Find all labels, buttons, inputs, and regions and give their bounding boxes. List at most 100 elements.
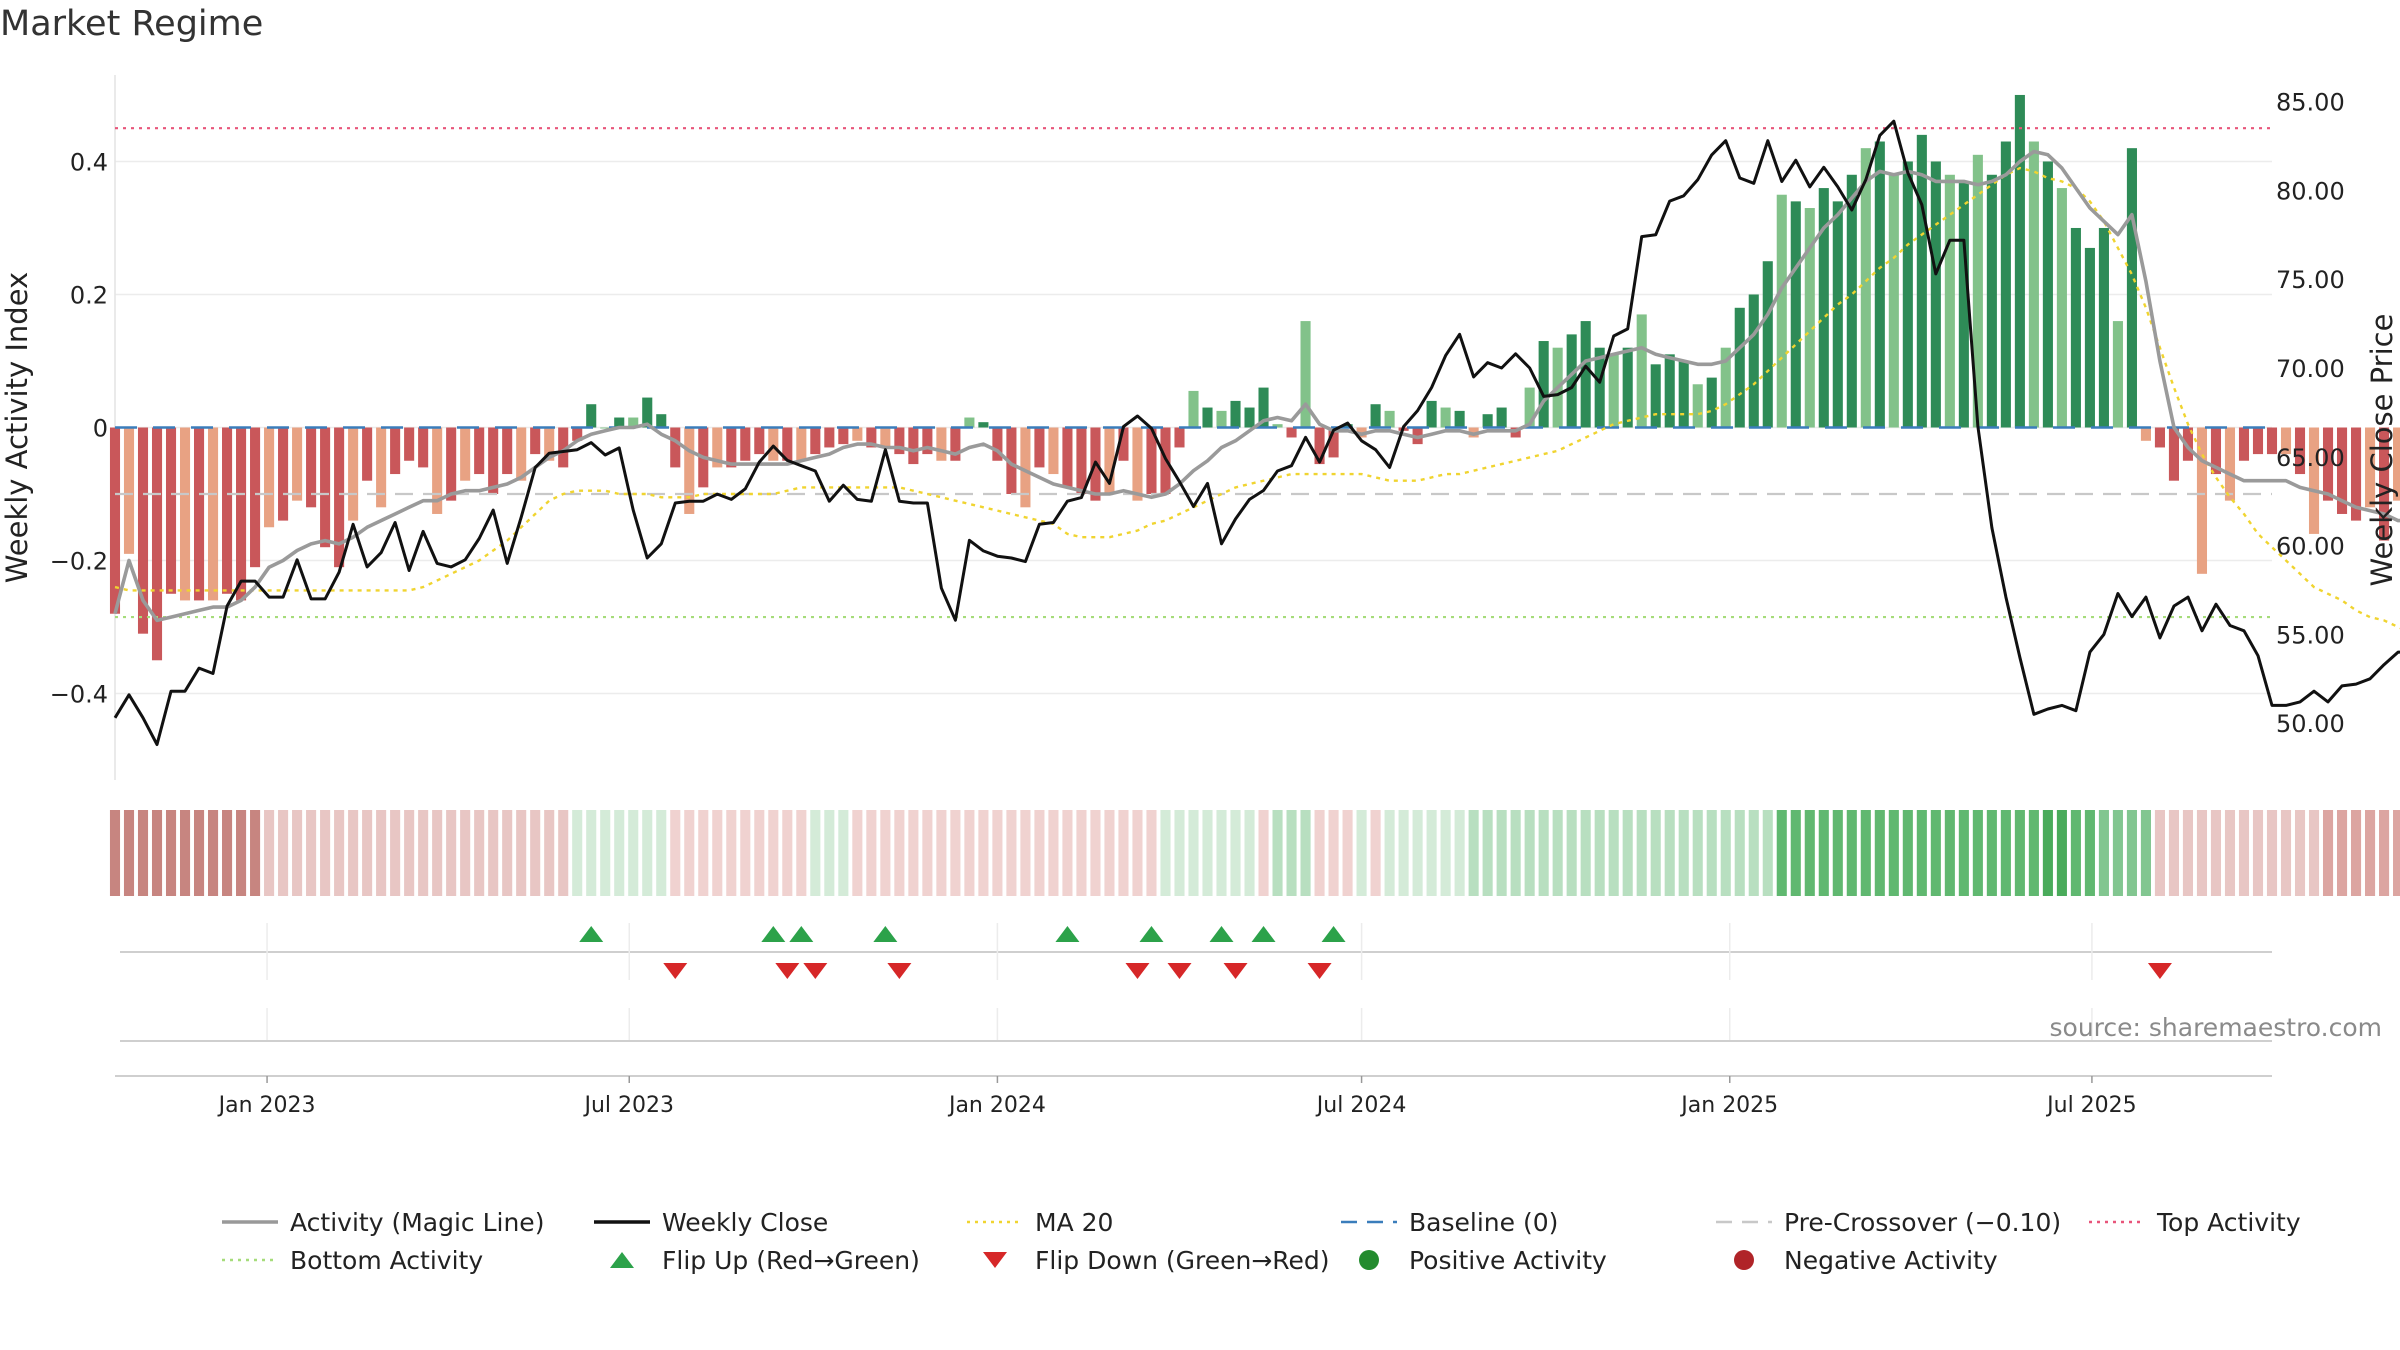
regime-strip-cell (1286, 810, 1297, 896)
regime-strip-cell (1594, 810, 1605, 896)
regime-strip-cell (824, 810, 835, 896)
regime-strip-cell (306, 810, 317, 896)
legend-item-bottom: Bottom Activity (218, 1243, 483, 1277)
activity-bar (1440, 407, 1451, 428)
legend-item-top: Top Activity (2085, 1205, 2301, 1239)
flip-down-marker (803, 963, 828, 979)
regime-strip-cell (2280, 810, 2292, 896)
activity-bar (614, 417, 625, 428)
activity-bar (670, 427, 681, 468)
left-tick-label: −0.4 (50, 681, 108, 709)
activity-bar (2238, 427, 2250, 461)
regime-strip-cell (348, 810, 359, 896)
legend-label: Baseline (0) (1409, 1207, 1559, 1237)
regime-strip-cell (1342, 810, 1353, 896)
flip-up-marker (789, 926, 814, 942)
weekly-close-line (113, 119, 2400, 746)
activity-bar (1664, 354, 1675, 428)
x-tick-label: Jan 2025 (1679, 1093, 1778, 1118)
activity-bar (1580, 321, 1591, 428)
regime-strip-cell (1314, 810, 1325, 896)
activity-bar (1776, 194, 1787, 428)
activity-bar (474, 427, 485, 475)
activity-bar (1622, 347, 1633, 428)
flip-down-marker (887, 963, 912, 979)
regime-strip-cell (1174, 810, 1185, 896)
regime-strip-cell (1244, 810, 1255, 896)
activity-bar (446, 427, 457, 501)
right-tick-label: 75.00 (2276, 266, 2345, 294)
activity-bar (1104, 427, 1115, 495)
activity-bar (1524, 387, 1535, 428)
regime-strip-cell (1860, 810, 1871, 896)
regime-strip-cell (2224, 810, 2236, 896)
activity-bar (1370, 404, 1381, 428)
regime-strip-cell (726, 810, 737, 896)
activity-bar (1034, 427, 1045, 468)
activity-bar (1944, 174, 1955, 428)
legend-symbol-top (2089, 1220, 2145, 1224)
regime-strip-cell (1076, 810, 1087, 896)
regime-strip-cell (2056, 810, 2067, 896)
activity-bar (838, 427, 849, 445)
activity-bar (236, 427, 247, 601)
legend-item-close: Weekly Close (590, 1205, 828, 1239)
flip-up-marker (579, 926, 604, 942)
regime-strip-cell (1146, 810, 1157, 896)
regime-strip-cell (1692, 810, 1703, 896)
legend-item-flipup: Flip Up (Red→Green) (590, 1243, 920, 1277)
activity-bar (2393, 427, 2400, 501)
regime-strip-cell (1888, 810, 1899, 896)
activity-bar (278, 427, 289, 521)
activity-bar (306, 427, 317, 508)
regime-strip-cell (2126, 810, 2137, 896)
activity-bar (530, 427, 541, 455)
activity-bar (1902, 161, 1913, 428)
activity-bar (656, 414, 667, 428)
activity-bar (2168, 427, 2179, 481)
regime-strip-cell (880, 810, 891, 896)
regime-strip-cell (2336, 810, 2348, 896)
activity-bar (2379, 427, 2390, 541)
regime-strip-cell (1020, 810, 1031, 896)
regime-strip-cell (474, 810, 485, 896)
activity-bar (2098, 227, 2109, 428)
regime-strip-cell (446, 810, 457, 896)
activity-bar (109, 427, 121, 614)
activity-bar (1328, 427, 1339, 458)
activity-bar (586, 404, 597, 428)
regime-strip-cell (684, 810, 695, 896)
activity-bar (1426, 400, 1437, 428)
regime-strip-cell (1272, 810, 1283, 896)
flip-up-marker (761, 926, 786, 942)
activity-bar (726, 427, 737, 468)
activity-bar (362, 427, 373, 481)
regime-strip-cell (2393, 810, 2400, 896)
regime-strip-cell (2028, 810, 2039, 896)
activity-bar (1454, 410, 1465, 428)
activity-bar (936, 427, 947, 461)
activity-bar (1734, 307, 1745, 428)
left-tick-label: −0.2 (50, 548, 108, 576)
regime-strip-cell (1678, 810, 1689, 896)
activity-bar (1020, 427, 1031, 508)
regime-strip-cell (712, 810, 723, 896)
regime-strip-cell (978, 810, 989, 896)
activity-bar (1762, 261, 1773, 428)
activity-bar (264, 427, 275, 528)
regime-strip-cell (1622, 810, 1633, 896)
right-tick-label: 85.00 (2276, 89, 2345, 117)
activity-bar (824, 427, 835, 448)
activity-bar (880, 427, 891, 448)
activity-bar (642, 397, 653, 428)
left-tick-label: 0.2 (70, 281, 108, 309)
regime-strip-cell (1412, 810, 1423, 896)
regime-strip-cell (1776, 810, 1787, 896)
activity-bar (123, 427, 135, 554)
legend-label: Bottom Activity (290, 1245, 484, 1275)
activity-bar (1846, 174, 1857, 428)
regime-strip-cell (109, 810, 121, 896)
regime-strip-cell (151, 810, 163, 896)
activity-bar (208, 427, 219, 601)
regime-strip-cell (1510, 810, 1521, 896)
